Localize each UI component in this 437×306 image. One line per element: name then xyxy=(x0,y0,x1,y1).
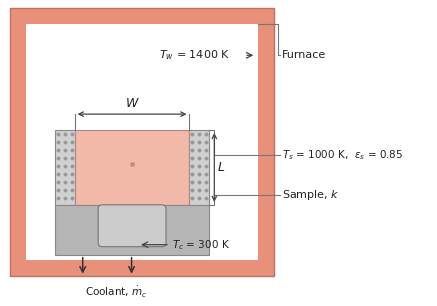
Text: Coolant, $\dot{m}_c$: Coolant, $\dot{m}_c$ xyxy=(85,285,148,300)
Text: $T_c$ = 300 K: $T_c$ = 300 K xyxy=(172,238,230,252)
Text: $T_s$ = 1000 K,  $\varepsilon_s$ = 0.85: $T_s$ = 1000 K, $\varepsilon_s$ = 0.85 xyxy=(282,148,403,162)
FancyBboxPatch shape xyxy=(98,205,166,247)
Bar xyxy=(26,24,258,260)
Text: $W$: $W$ xyxy=(125,97,139,110)
Text: $L$: $L$ xyxy=(217,161,225,174)
Bar xyxy=(189,130,209,205)
Text: Furnace: Furnace xyxy=(282,50,326,60)
Text: Sample, $k$: Sample, $k$ xyxy=(282,188,340,202)
Bar xyxy=(55,205,209,255)
Bar xyxy=(55,130,75,205)
Bar xyxy=(10,9,274,276)
Bar xyxy=(75,130,189,205)
Text: $T_w$ = 1400 K: $T_w$ = 1400 K xyxy=(159,48,230,62)
